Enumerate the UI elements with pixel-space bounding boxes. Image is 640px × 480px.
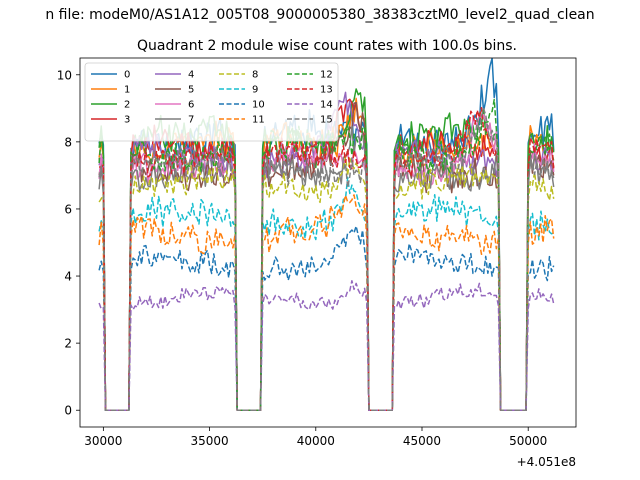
- legend-label-2: 2: [124, 100, 130, 111]
- legend-label-5: 5: [188, 85, 194, 96]
- legend-label-1: 1: [124, 85, 130, 96]
- x-offset-text: +4.051e8: [517, 455, 576, 469]
- series-line-13: [98, 106, 555, 411]
- legend-label-14: 14: [320, 100, 333, 111]
- series-line-15: [98, 107, 555, 411]
- chart-title: Quadrant 2 module wise count rates with …: [137, 38, 517, 54]
- plot-frame: [79, 57, 577, 428]
- legend-label-7: 7: [188, 115, 194, 126]
- legend-label-4: 4: [188, 70, 194, 81]
- x-tick-label: 40000: [297, 434, 335, 448]
- series-line-10: [98, 225, 555, 411]
- legend-label-15: 15: [320, 115, 333, 126]
- legend-label-11: 11: [252, 115, 265, 126]
- legend-label-9: 9: [252, 85, 258, 96]
- suptitle: n file: modeM0/AS1A12_005T08_9000005380_…: [45, 7, 594, 23]
- legend-label-6: 6: [188, 100, 194, 111]
- legend-label-13: 13: [320, 85, 333, 96]
- y-tick-label: 2: [64, 337, 72, 351]
- y-tick-label: 8: [64, 135, 72, 149]
- legend-label-3: 3: [124, 115, 130, 126]
- legend-label-0: 0: [124, 70, 130, 81]
- x-tick-label: 45000: [403, 434, 441, 448]
- series-line-9: [98, 176, 554, 411]
- x-tick-label: 30000: [84, 434, 122, 448]
- x-tick-label: 35000: [190, 434, 228, 448]
- series-line-8: [98, 155, 555, 411]
- legend-label-12: 12: [320, 70, 333, 81]
- y-tick-label: 10: [57, 68, 72, 82]
- legend-box: [84, 62, 339, 142]
- y-axis-ticks: 0 2 4 6 8 10: [57, 68, 80, 418]
- x-tick-label: 50000: [509, 434, 547, 448]
- y-tick-label: 0: [64, 404, 72, 418]
- y-tick-label: 4: [64, 270, 72, 284]
- series-line-11: [98, 194, 555, 411]
- legend-label-10: 10: [252, 100, 265, 111]
- y-tick-label: 6: [64, 202, 72, 216]
- x-axis-ticks: 30000 35000 40000 45000 50000: [84, 427, 547, 448]
- series-line-14: [98, 280, 555, 411]
- legend-label-8: 8: [252, 70, 258, 81]
